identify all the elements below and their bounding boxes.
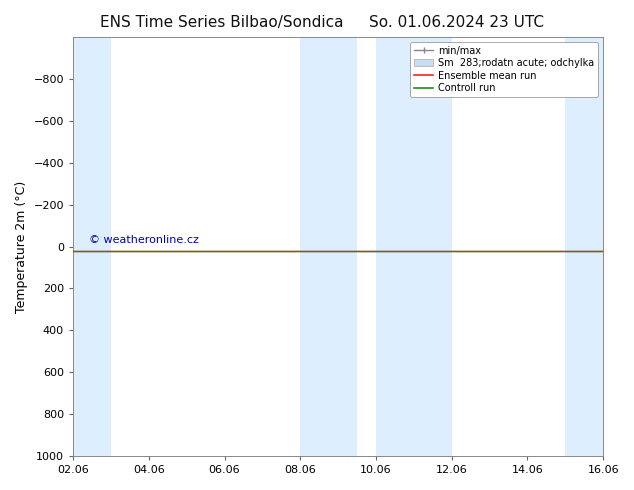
Y-axis label: Temperature 2m (°C): Temperature 2m (°C) bbox=[15, 180, 28, 313]
Bar bbox=[566, 37, 622, 456]
Text: © weatheronline.cz: © weatheronline.cz bbox=[89, 235, 199, 245]
Text: ENS Time Series Bilbao/Sondica: ENS Time Series Bilbao/Sondica bbox=[100, 15, 344, 30]
Bar bbox=[301, 37, 357, 456]
Bar bbox=[376, 37, 452, 456]
Text: So. 01.06.2024 23 UTC: So. 01.06.2024 23 UTC bbox=[369, 15, 544, 30]
Bar bbox=[73, 37, 111, 456]
Legend: min/max, Sm  283;rodatn acute; odchylka, Ensemble mean run, Controll run: min/max, Sm 283;rodatn acute; odchylka, … bbox=[410, 42, 598, 97]
